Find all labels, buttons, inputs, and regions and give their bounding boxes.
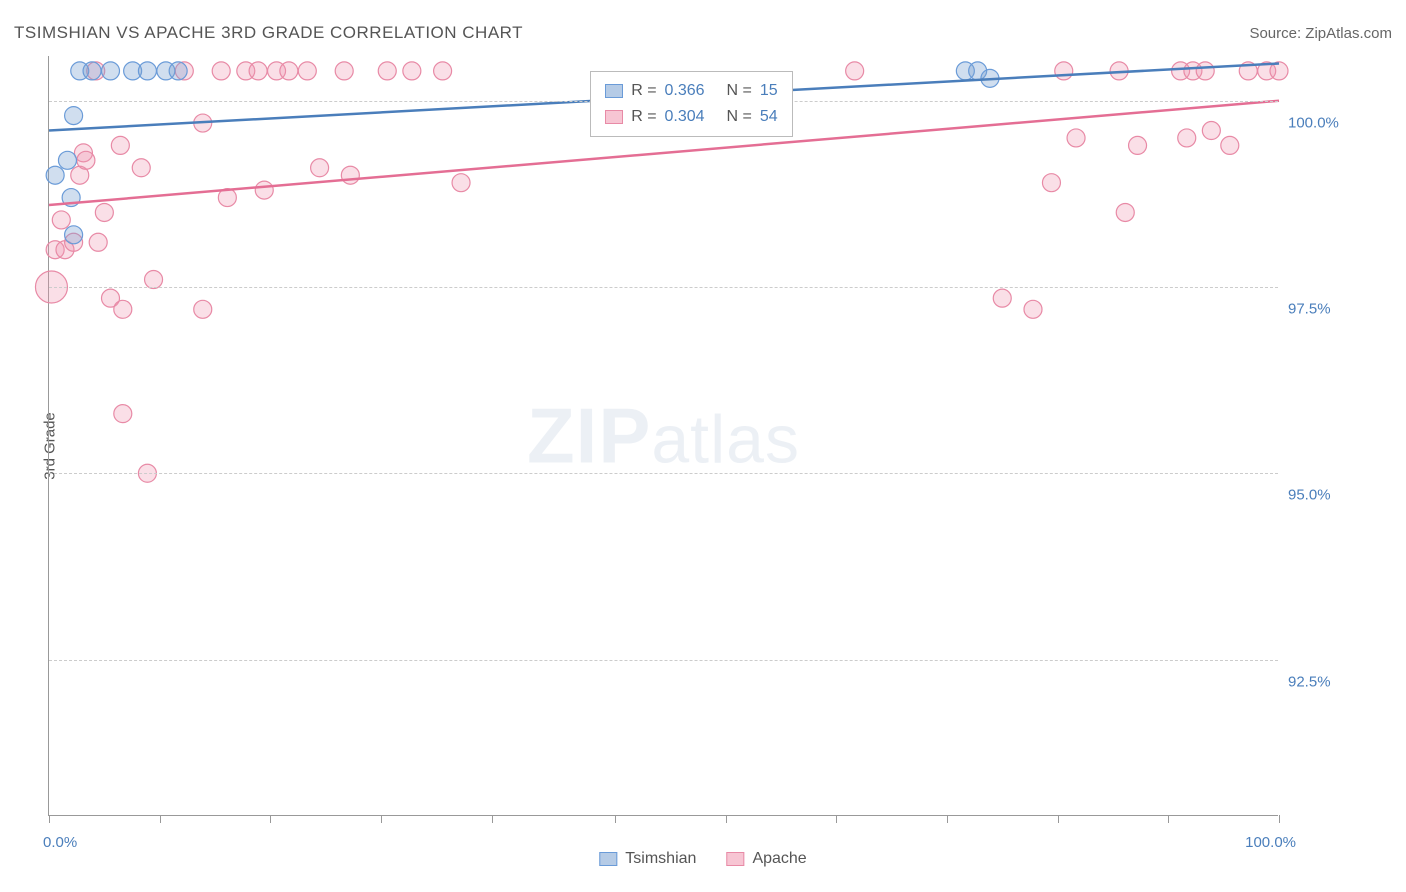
data-point-tsimshian — [169, 62, 187, 80]
legend-swatch-tsimshian — [599, 852, 617, 866]
data-point-tsimshian — [65, 226, 83, 244]
data-point-apache — [335, 62, 353, 80]
chart-source: Source: ZipAtlas.com — [1249, 25, 1392, 42]
x-tick — [1168, 815, 1169, 823]
stats-swatch — [605, 110, 623, 124]
data-point-apache — [1202, 122, 1220, 140]
stats-r-label: R = — [631, 104, 656, 130]
legend-item-tsimshian: Tsimshian — [599, 850, 696, 868]
data-point-apache — [378, 62, 396, 80]
data-point-apache — [311, 159, 329, 177]
stats-swatch — [605, 84, 623, 98]
data-point-tsimshian — [83, 62, 101, 80]
data-point-apache — [298, 62, 316, 80]
x-tick — [381, 815, 382, 823]
data-point-apache — [280, 62, 298, 80]
data-point-apache — [434, 62, 452, 80]
stats-r-value: 0.366 — [665, 78, 719, 104]
data-point-apache — [52, 211, 70, 229]
data-point-tsimshian — [138, 62, 156, 80]
y-tick-label: 97.5% — [1288, 300, 1368, 317]
chart-header: TSIMSHIAN VS APACHE 3RD GRADE CORRELATIO… — [14, 18, 1392, 48]
data-point-apache — [1024, 300, 1042, 318]
gridline-h — [49, 287, 1278, 288]
data-point-apache — [212, 62, 230, 80]
data-point-apache — [1178, 129, 1196, 147]
legend-swatch-apache — [726, 852, 744, 866]
stats-legend-box: R = 0.366 N = 15 R = 0.304 N = 54 — [590, 71, 792, 137]
data-point-tsimshian — [102, 62, 120, 80]
data-point-apache — [132, 159, 150, 177]
x-tick — [726, 815, 727, 823]
x-tick — [270, 815, 271, 823]
data-point-apache — [145, 271, 163, 289]
x-start-label: 0.0% — [43, 834, 77, 851]
x-tick — [1279, 815, 1280, 823]
data-point-apache — [846, 62, 864, 80]
data-point-apache — [249, 62, 267, 80]
data-point-apache — [114, 405, 132, 423]
data-point-apache — [1221, 136, 1239, 154]
data-point-tsimshian — [58, 151, 76, 169]
x-tick — [49, 815, 50, 823]
data-point-apache — [95, 203, 113, 221]
data-point-apache — [77, 151, 95, 169]
legend-label-apache: Apache — [752, 850, 806, 868]
y-tick-label: 92.5% — [1288, 673, 1368, 690]
data-point-apache — [114, 300, 132, 318]
data-point-apache — [452, 174, 470, 192]
data-point-tsimshian — [65, 107, 83, 125]
data-point-apache — [403, 62, 421, 80]
data-point-apache — [1042, 174, 1060, 192]
stats-r-value: 0.304 — [665, 104, 719, 130]
data-point-apache — [1196, 62, 1214, 80]
x-tick — [947, 815, 948, 823]
chart-svg — [49, 56, 1278, 815]
legend-label-tsimshian: Tsimshian — [625, 850, 696, 868]
legend-item-apache: Apache — [726, 850, 806, 868]
plot-area: ZIPatlas 92.5%95.0%97.5%100.0% 0.0% 100.… — [48, 56, 1278, 816]
data-point-apache — [1067, 129, 1085, 147]
stats-n-label: N = — [727, 78, 752, 104]
x-tick — [492, 815, 493, 823]
data-point-apache — [1055, 62, 1073, 80]
bottom-legend: Tsimshian Apache — [599, 850, 806, 868]
data-point-apache — [89, 233, 107, 251]
stats-r-label: R = — [631, 78, 656, 104]
y-tick-label: 95.0% — [1288, 487, 1368, 504]
x-end-label: 100.0% — [1245, 834, 1296, 851]
stats-n-label: N = — [727, 104, 752, 130]
gridline-h — [49, 660, 1278, 661]
data-point-apache — [255, 181, 273, 199]
x-tick — [836, 815, 837, 823]
stats-row: R = 0.366 N = 15 — [605, 78, 777, 104]
data-point-apache — [111, 136, 129, 154]
x-tick — [615, 815, 616, 823]
gridline-h — [49, 473, 1278, 474]
x-tick — [160, 815, 161, 823]
stats-n-value: 15 — [760, 78, 778, 104]
data-point-apache — [1116, 203, 1134, 221]
data-point-apache — [993, 289, 1011, 307]
data-point-apache — [341, 166, 359, 184]
x-tick — [1058, 815, 1059, 823]
data-point-apache — [194, 300, 212, 318]
stats-n-value: 54 — [760, 104, 778, 130]
data-point-tsimshian — [46, 166, 64, 184]
stats-row: R = 0.304 N = 54 — [605, 104, 777, 130]
y-tick-label: 100.0% — [1288, 114, 1368, 131]
data-point-apache — [1129, 136, 1147, 154]
chart-title: TSIMSHIAN VS APACHE 3RD GRADE CORRELATIO… — [14, 23, 523, 43]
